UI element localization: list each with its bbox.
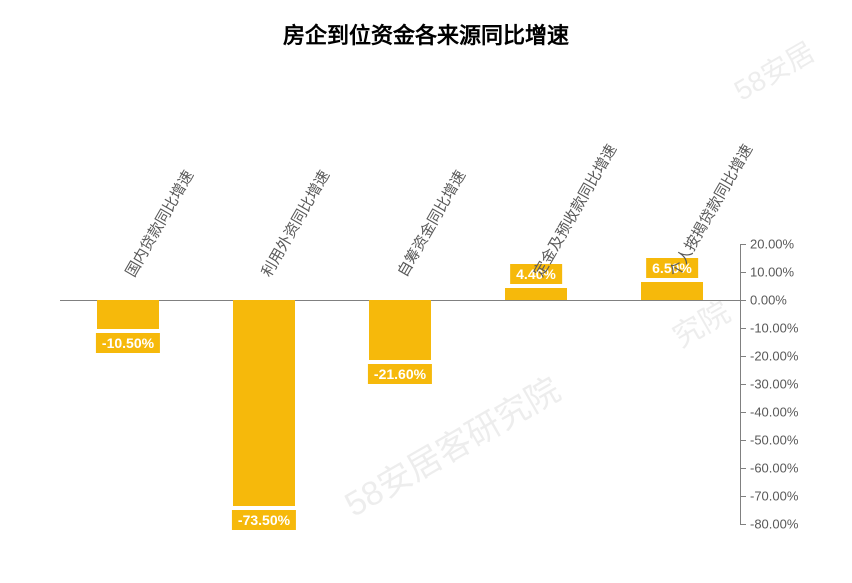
ytick-mark bbox=[740, 328, 746, 329]
ytick-mark bbox=[740, 272, 746, 273]
bar bbox=[505, 288, 566, 300]
category-label: 个人按揭贷款同比增速 bbox=[664, 140, 757, 280]
bar-value-label: -21.60% bbox=[368, 364, 432, 384]
chart-container: 房企到位资金各来源同比增速 -80.00% -70.00% -60.00% -50.0… bbox=[0, 0, 852, 583]
bar bbox=[369, 300, 430, 360]
ytick-label: 20.00% bbox=[750, 237, 850, 252]
ytick-label: -40.00% bbox=[750, 405, 850, 420]
category-label: 定金及预收款同比增速 bbox=[528, 140, 621, 280]
category-label: 国内贷款同比增速 bbox=[120, 166, 198, 280]
ytick-mark bbox=[740, 356, 746, 357]
bar bbox=[641, 282, 702, 300]
ytick-label: -30.00% bbox=[750, 377, 850, 392]
ytick-label: 0.00% bbox=[750, 293, 850, 308]
ytick-label: -20.00% bbox=[750, 349, 850, 364]
ytick-mark bbox=[740, 244, 746, 245]
ytick-mark bbox=[740, 440, 746, 441]
bar bbox=[97, 300, 158, 329]
bar-value-label: -73.50% bbox=[232, 510, 296, 530]
category-label: 自筹资金同比增速 bbox=[392, 166, 470, 280]
ytick-mark bbox=[740, 412, 746, 413]
ytick-label: -80.00% bbox=[750, 517, 850, 532]
ytick-label: -50.00% bbox=[750, 433, 850, 448]
ytick-mark bbox=[740, 300, 746, 301]
ytick-label: 10.00% bbox=[750, 265, 850, 280]
bar bbox=[233, 300, 294, 506]
ytick-mark bbox=[740, 496, 746, 497]
ytick-label: -60.00% bbox=[750, 461, 850, 476]
ytick-mark bbox=[740, 524, 746, 525]
category-label: 利用外资同比增速 bbox=[256, 166, 334, 280]
ytick-label: -70.00% bbox=[750, 489, 850, 504]
chart-title: 房企到位资金各来源同比增速 bbox=[0, 18, 852, 50]
bar-value-label: -10.50% bbox=[96, 333, 160, 353]
ytick-mark bbox=[740, 468, 746, 469]
ytick-label: -10.00% bbox=[750, 321, 850, 336]
ytick-mark bbox=[740, 384, 746, 385]
